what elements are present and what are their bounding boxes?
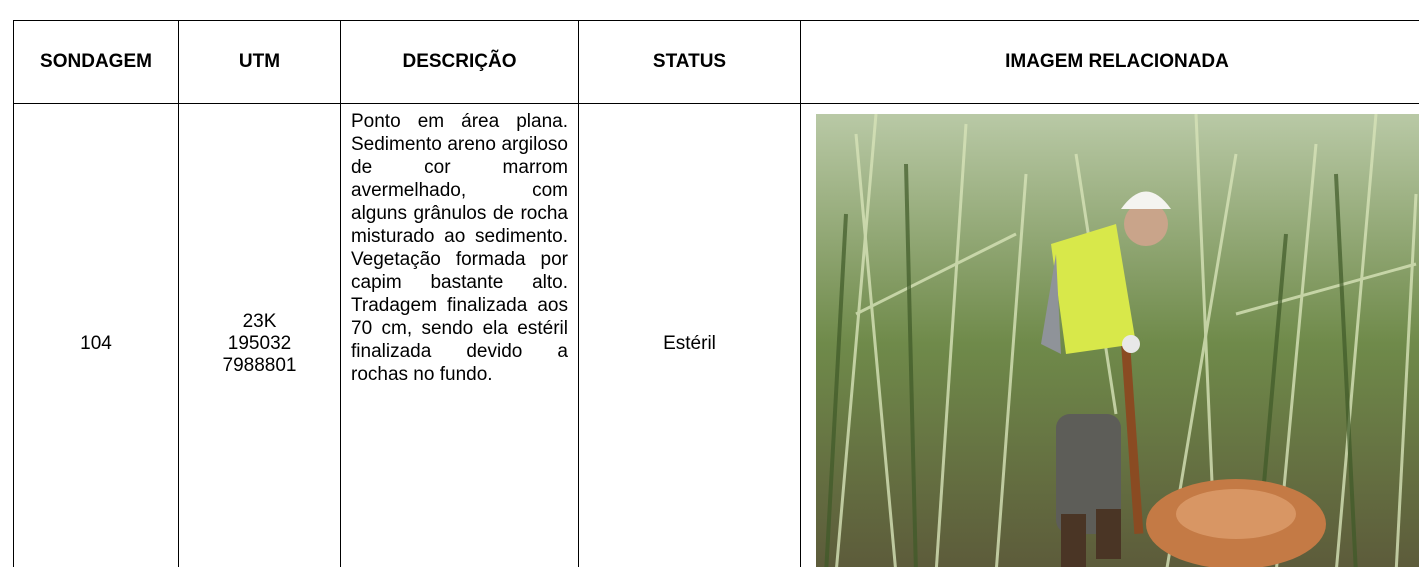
utm-line: 195032: [227, 333, 292, 354]
header-cell: IMAGEM RELACIONADA: [800, 20, 1419, 104]
header-cell: DESCRIÇÃO: [340, 20, 579, 104]
header-cell: STATUS: [578, 20, 801, 104]
header-row: SONDAGEM UTM DESCRIÇÃO STATUS IMAGEM REL…: [13, 20, 1419, 104]
header-cell: SONDAGEM: [13, 20, 179, 104]
utm-line: 23K: [242, 311, 277, 332]
utm-cell: 23K 195032 7988801: [178, 103, 341, 567]
body-row: 104 23K 195032 7988801 Ponto em área pla…: [13, 103, 1419, 567]
photo: [816, 113, 1419, 567]
cell: Estéril: [578, 103, 801, 567]
header-cell: UTM: [178, 20, 341, 104]
table: SONDAGEM UTM DESCRIÇÃO STATUS IMAGEM REL…: [13, 20, 1419, 567]
image-cell: [800, 103, 1419, 567]
description-cell: Ponto em área plana. Sedimento areno arg…: [340, 103, 579, 567]
utm-line: 7988801: [222, 355, 297, 376]
cell: 104: [13, 103, 179, 567]
